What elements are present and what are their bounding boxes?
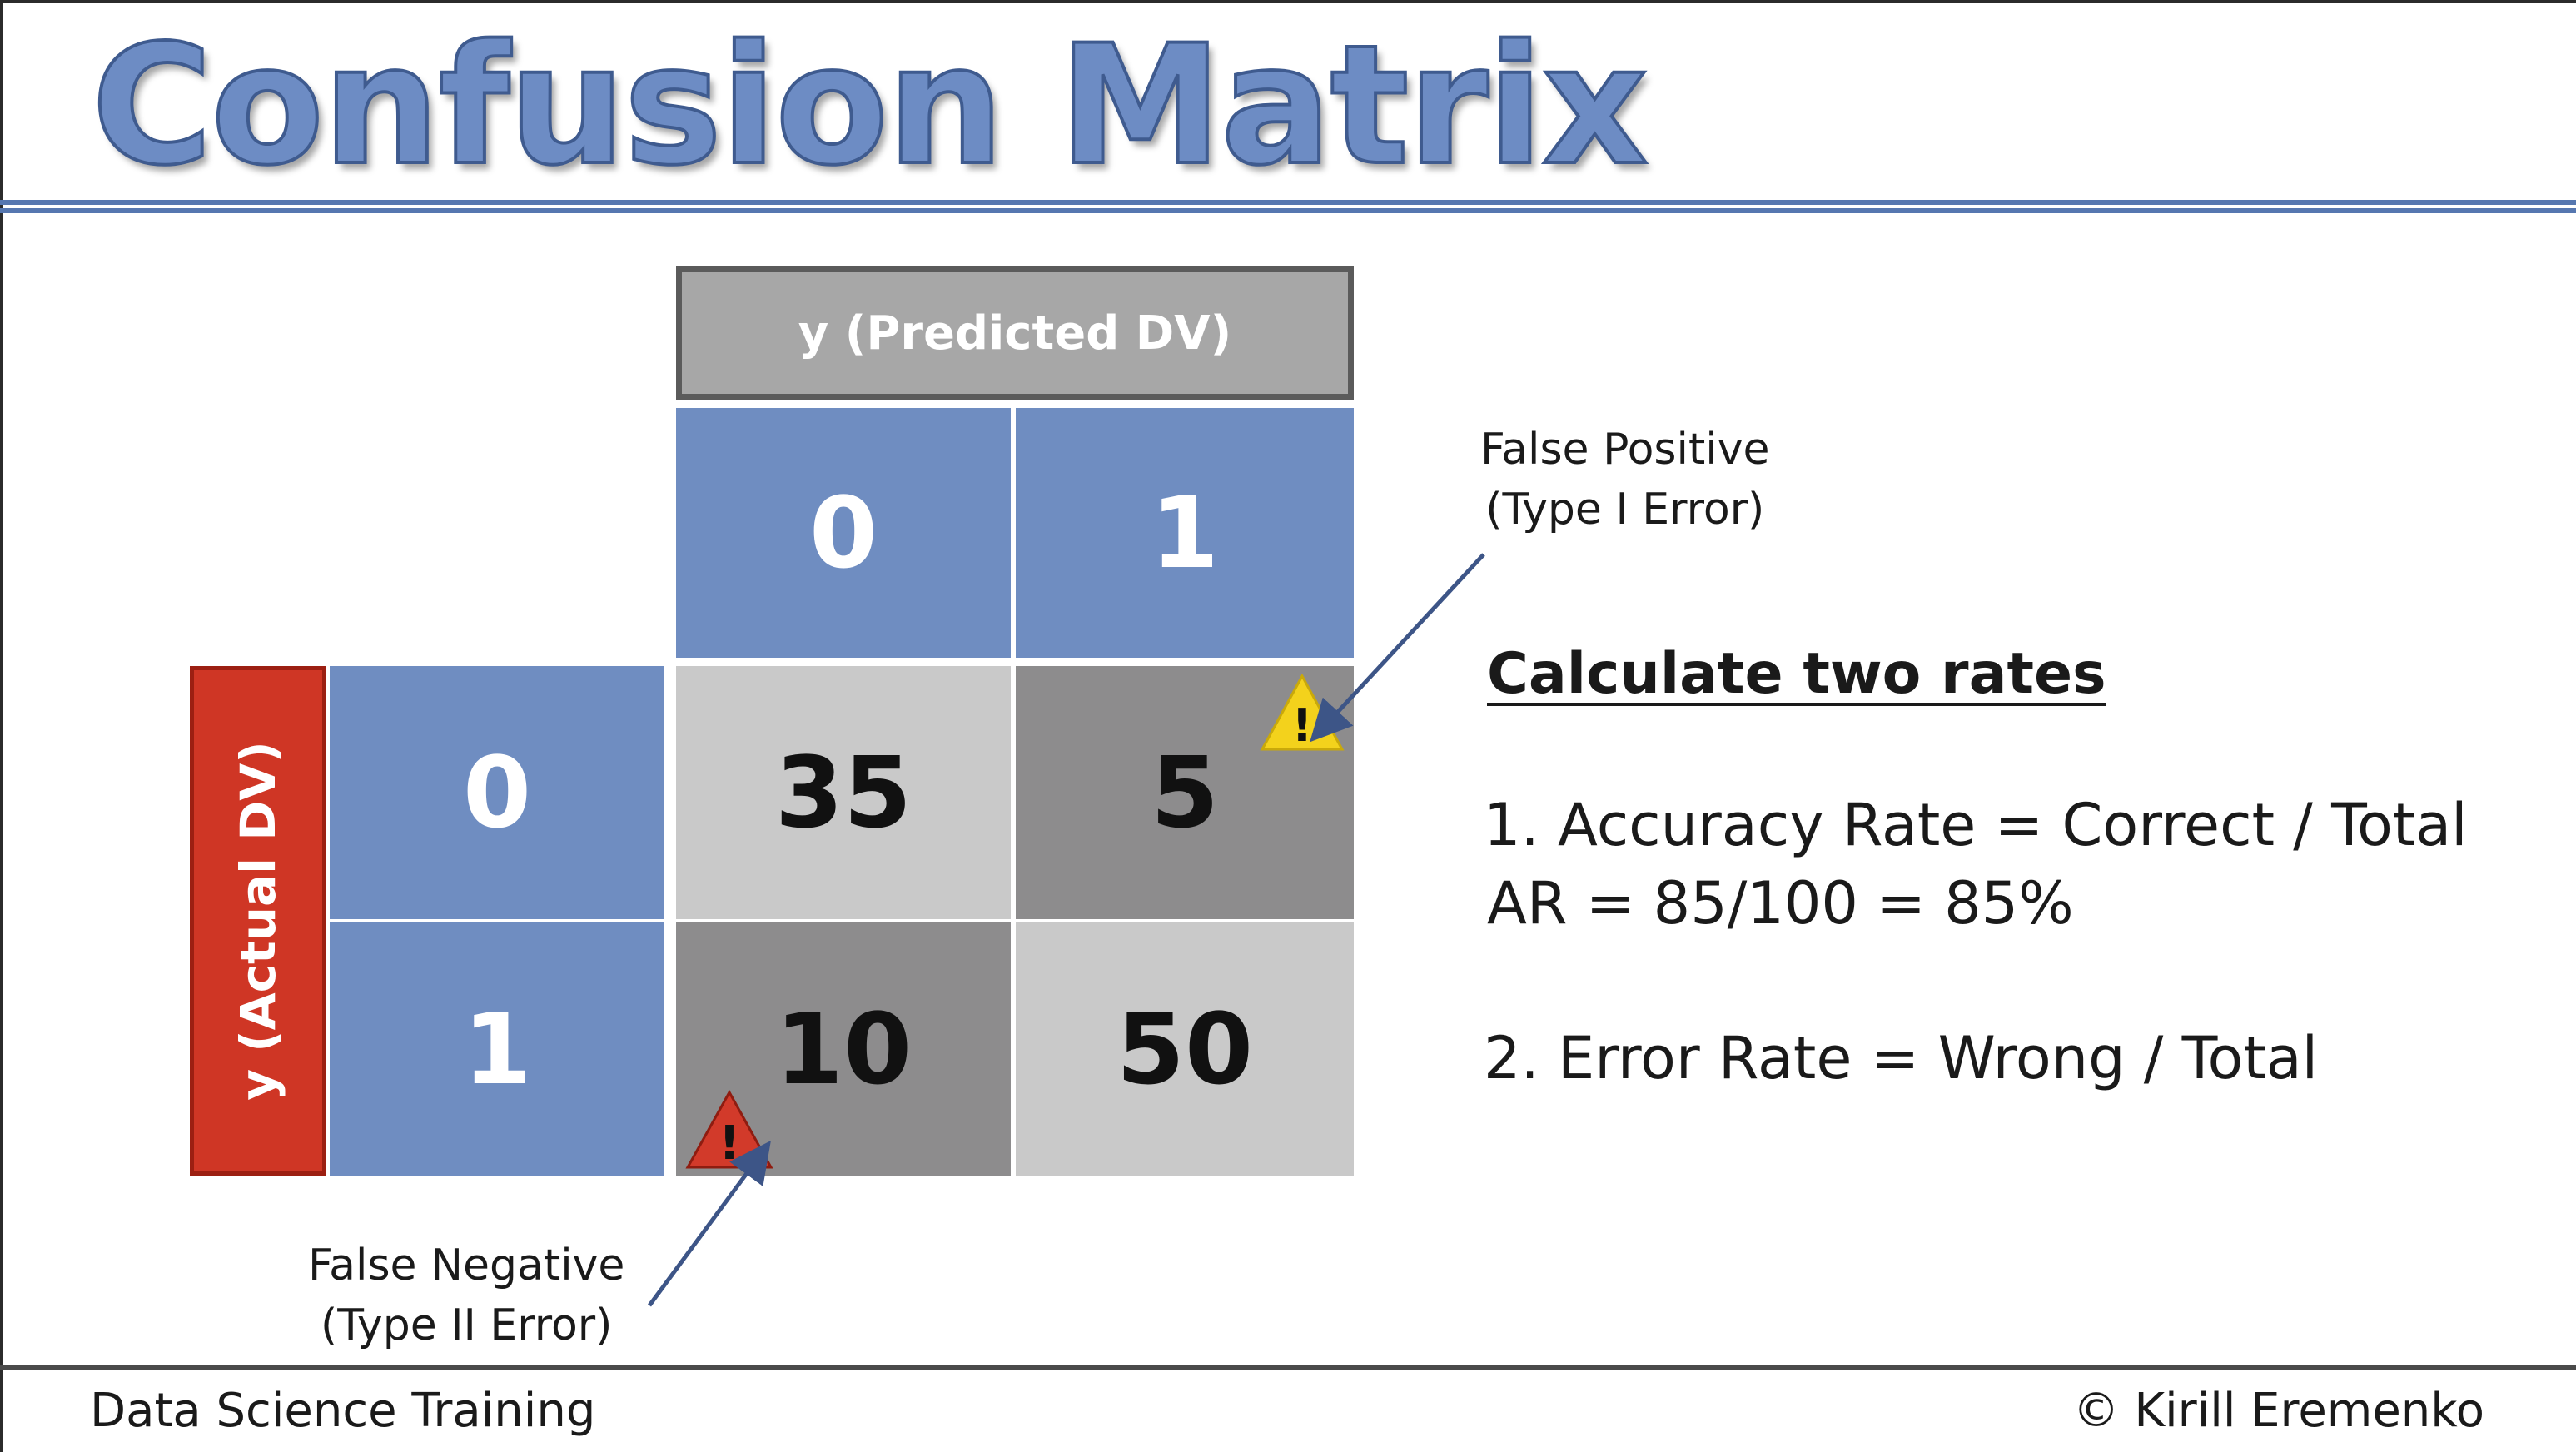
- predicted-label-1: 1: [1016, 408, 1354, 658]
- false-negative-label: False Negative: [308, 1241, 625, 1290]
- false-negative-arrow: [647, 1140, 771, 1307]
- actual-label-1: 1: [330, 922, 664, 1176]
- error-rate-formula: 2. Error Rate = Wrong / Total: [1484, 1024, 2319, 1092]
- cell-true-positive: 50: [1016, 922, 1354, 1176]
- predicted-dv-header: y (Predicted DV): [676, 266, 1354, 400]
- false-positive-arrow: [1310, 553, 1485, 743]
- accuracy-rate-calculation: AR = 85/100 = 85%: [1487, 869, 2074, 937]
- predicted-dv-header-label: y (Predicted DV): [798, 306, 1232, 361]
- title-divider-second: [0, 208, 2576, 213]
- type-two-error-label: (Type II Error): [320, 1300, 613, 1350]
- false-positive-label: False Positive: [1480, 425, 1770, 475]
- accuracy-rate-formula: 1. Accuracy Rate = Correct / Total: [1484, 791, 2468, 859]
- frame-border-top: [0, 0, 2576, 3]
- cell-true-negative: 35: [676, 666, 1011, 919]
- false-negative-annotation: False Negative (Type II Error): [308, 1236, 624, 1355]
- rates-heading: Calculate two rates: [1487, 641, 2106, 707]
- footer-course-name: Data Science Training: [90, 1384, 596, 1438]
- title-divider: [0, 200, 2576, 205]
- warning-triangle-yellow-icon: !: [1260, 673, 1345, 752]
- svg-text:!: !: [1292, 699, 1313, 752]
- predicted-label-0: 0: [676, 408, 1011, 658]
- actual-label-0: 0: [330, 666, 664, 919]
- false-positive-annotation: False Positive (Type I Error): [1480, 420, 1770, 540]
- type-one-error-label: (Type I Error): [1485, 485, 1765, 535]
- svg-text:!: !: [719, 1116, 740, 1171]
- slide-title: Confusion Matrix: [90, 9, 1650, 201]
- footer-divider: [0, 1365, 2576, 1370]
- footer-copyright: © Kirill Eremenko: [2072, 1384, 2484, 1438]
- actual-dv-header: y (Actual DV): [190, 666, 326, 1176]
- frame-border-left: [0, 0, 3, 1452]
